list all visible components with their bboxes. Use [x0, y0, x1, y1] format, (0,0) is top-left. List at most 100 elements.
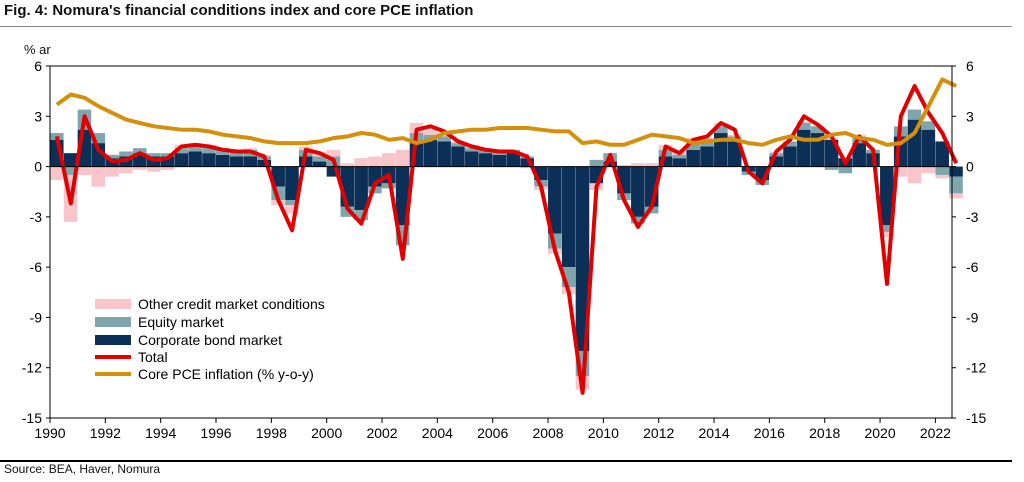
bar-equity	[91, 133, 106, 144]
y-tick-label-left: -15	[22, 410, 42, 426]
bar-corporate	[852, 143, 866, 167]
bar-corporate	[907, 119, 922, 167]
bar-other	[921, 166, 936, 174]
bar-other	[160, 166, 175, 170]
bar-other	[520, 166, 534, 169]
bar-equity	[160, 153, 175, 157]
bar-corporate	[271, 166, 285, 187]
legend-swatch-other	[95, 299, 131, 309]
bar-equity	[907, 109, 922, 120]
bar-corporate	[257, 159, 272, 167]
bar-other	[77, 166, 92, 175]
bar-equity	[354, 210, 368, 221]
bar-corporate	[520, 158, 534, 167]
bar-other	[644, 163, 659, 167]
bar-corporate	[174, 153, 189, 167]
bar-corporate	[312, 161, 327, 167]
bar-equity	[631, 216, 645, 224]
bar-equity	[105, 154, 119, 159]
bar-equity	[810, 126, 825, 134]
bar-corporate	[561, 166, 576, 268]
legend-swatch-bond	[95, 335, 131, 345]
bar-corporate	[672, 158, 687, 167]
y-tick-label-left: -6	[30, 259, 43, 275]
bar-equity	[714, 126, 728, 134]
bar-corporate	[285, 166, 299, 201]
bar-other	[880, 231, 894, 237]
bar-other	[285, 205, 299, 214]
bar-other	[935, 174, 949, 179]
y-tick-label-right: -12	[966, 360, 986, 376]
x-tick-label: 2008	[532, 425, 563, 441]
bar-other	[617, 164, 631, 167]
bar-other	[949, 193, 963, 199]
bottom-rule	[0, 460, 1012, 462]
bar-equity	[437, 136, 451, 142]
x-tick-label: 2004	[422, 425, 453, 441]
bar-equity	[202, 148, 216, 154]
bar-other	[91, 166, 106, 187]
bar-equity	[133, 148, 147, 154]
bar-corporate	[603, 161, 617, 167]
x-tick-label: 2014	[698, 425, 729, 441]
bar-corporate	[727, 139, 742, 167]
legend-label-pce: Core PCE inflation (% y-o-y)	[138, 366, 314, 382]
bar-equity	[146, 153, 161, 157]
bar-equity	[368, 186, 382, 194]
x-tick-label: 2010	[588, 425, 619, 441]
bar-corporate	[783, 146, 797, 167]
bar-equity	[783, 141, 797, 147]
bar-other	[797, 121, 811, 123]
bar-equity	[423, 134, 438, 140]
line-series-group	[54, 77, 959, 395]
bar-equity	[949, 176, 963, 194]
bar-equity	[935, 166, 949, 175]
x-tick-label: 2000	[311, 425, 342, 441]
bar-other	[133, 166, 147, 170]
bar-corporate	[354, 166, 368, 211]
x-tick-label: 1994	[145, 425, 176, 441]
bar-equity	[838, 166, 853, 174]
bar-corporate	[160, 156, 175, 167]
y-tick-label-right: -15	[966, 410, 986, 426]
bar-other	[119, 166, 133, 174]
legend: Other credit market conditions Equity ma…	[95, 296, 325, 382]
bar-corporate	[437, 141, 451, 167]
x-tick-label: 2022	[920, 425, 951, 441]
bar-corporate	[935, 141, 949, 167]
bar-other	[146, 166, 161, 172]
y-tick-label-right: 3	[966, 108, 974, 124]
y-tick-label-left: -9	[30, 309, 43, 325]
x-tick-label: 1990	[34, 425, 65, 441]
bar-equity	[312, 156, 327, 162]
y-tick-label-right: 0	[966, 159, 974, 175]
bar-corporate	[700, 146, 714, 167]
y-tick-label-left: -12	[22, 360, 42, 376]
bar-corporate	[506, 153, 521, 167]
line-total	[54, 84, 959, 395]
bar-corporate	[63, 153, 78, 167]
bar-corporate	[188, 151, 202, 167]
bar-equity	[50, 133, 64, 140]
legend-label-bond: Corporate bond market	[138, 332, 282, 348]
bar-corporate	[769, 156, 783, 167]
bar-equity	[672, 154, 687, 159]
bar-equity	[340, 206, 355, 217]
y-tick-label-left: 3	[34, 108, 42, 124]
bar-corporate	[492, 154, 507, 167]
bar-other	[243, 148, 258, 150]
bar-other	[326, 149, 341, 157]
bar-corporate	[423, 139, 438, 167]
y-tick-label-left: 0	[34, 159, 42, 175]
bar-equity	[229, 151, 244, 157]
bar-equity	[188, 144, 202, 152]
y-tick-label-right: -3	[966, 209, 979, 225]
bar-corporate	[631, 166, 645, 217]
x-tick-label: 2020	[864, 425, 895, 441]
top-rule	[0, 26, 1012, 27]
source-note: Source: BEA, Haver, Nomura	[4, 462, 161, 476]
bar-equity	[119, 151, 133, 157]
bar-other	[382, 153, 396, 167]
bar-equity	[589, 159, 604, 167]
